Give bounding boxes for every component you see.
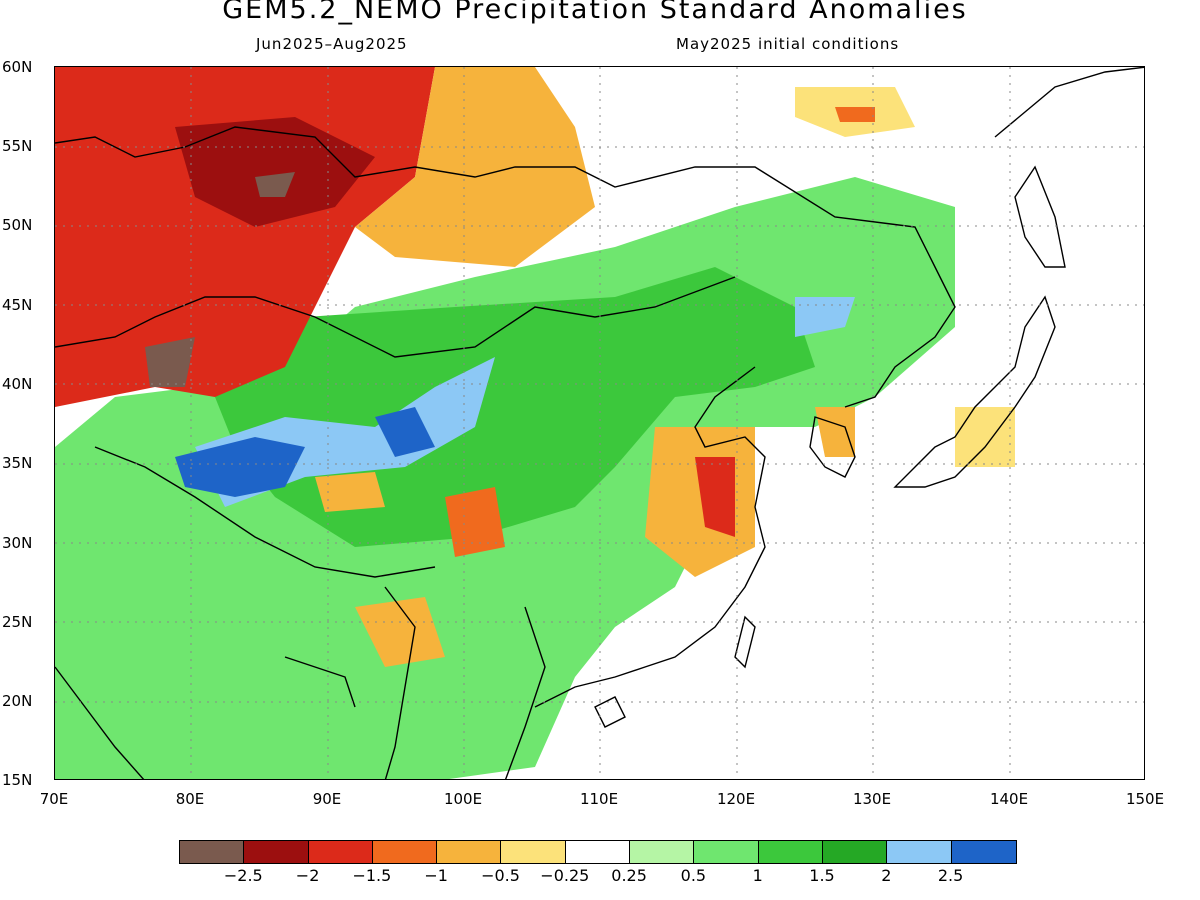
- anomaly-map-svg: [55, 67, 1144, 779]
- colorbar-label: 0.5: [680, 866, 707, 885]
- colorbar-label: −0.25: [540, 866, 590, 885]
- colorbar: [179, 840, 1017, 864]
- colorbar-label: −0.5: [481, 866, 520, 885]
- colorbar-label: 1.5: [809, 866, 835, 885]
- colorbar-swatch: [180, 841, 245, 863]
- colorbar-label: 0.25: [611, 866, 647, 885]
- lon-label: 110E: [579, 790, 619, 808]
- colorbar-label: −2.5: [223, 866, 263, 885]
- lon-label: 140E: [989, 790, 1029, 808]
- colorbar-swatch: [244, 841, 309, 863]
- colorbar-swatch: [565, 841, 631, 863]
- colorbar-swatch: [694, 841, 759, 863]
- colorbar-swatch: [758, 841, 823, 863]
- colorbar-label: −2: [295, 866, 320, 885]
- lat-label: 25N: [2, 613, 33, 631]
- colorbar-label: 2.5: [937, 866, 964, 885]
- lat-label: 60N: [2, 58, 33, 76]
- map-title: GEM5.2_NEMO Precipitation Standard Anoma…: [222, 0, 968, 25]
- colorbar-swatch: [372, 841, 438, 863]
- lon-label: 100E: [443, 790, 483, 808]
- lat-label: 20N: [2, 692, 33, 710]
- lat-label: 30N: [2, 534, 33, 552]
- colorbar-swatch: [501, 841, 566, 863]
- lon-label: 70E: [39, 790, 69, 808]
- lat-label: 15N: [2, 771, 33, 789]
- lat-label: 40N: [2, 375, 33, 393]
- lat-label: 35N: [2, 454, 33, 472]
- coastlines: [55, 67, 1144, 779]
- colorbar-label: −1.5: [352, 866, 392, 885]
- initial-conditions: May2025 initial conditions: [676, 35, 900, 53]
- colorbar-swatch: [951, 841, 1016, 863]
- colorbar-swatch: [437, 841, 502, 863]
- lat-label: 45N: [2, 296, 33, 314]
- lon-label: 120E: [716, 790, 756, 808]
- lon-label: 80E: [175, 790, 205, 808]
- anomaly-fields: [55, 67, 1144, 779]
- graticule: [55, 67, 1144, 779]
- colorbar-label: 1: [752, 866, 763, 885]
- lon-label: 130E: [852, 790, 892, 808]
- anomaly-map: [54, 66, 1145, 780]
- colorbar-swatch: [308, 841, 373, 863]
- colorbar-swatch: [822, 841, 888, 863]
- lon-label: 150E: [1125, 790, 1165, 808]
- colorbar-label: −1: [424, 866, 448, 885]
- forecast-period: Jun2025–Aug2025: [256, 35, 408, 53]
- colorbar-label: 2: [881, 866, 892, 885]
- colorbar-swatch: [887, 841, 952, 863]
- lat-label: 50N: [2, 216, 33, 234]
- colorbar-swatch: [630, 841, 695, 863]
- lat-label: 55N: [2, 137, 33, 155]
- lon-label: 90E: [312, 790, 342, 808]
